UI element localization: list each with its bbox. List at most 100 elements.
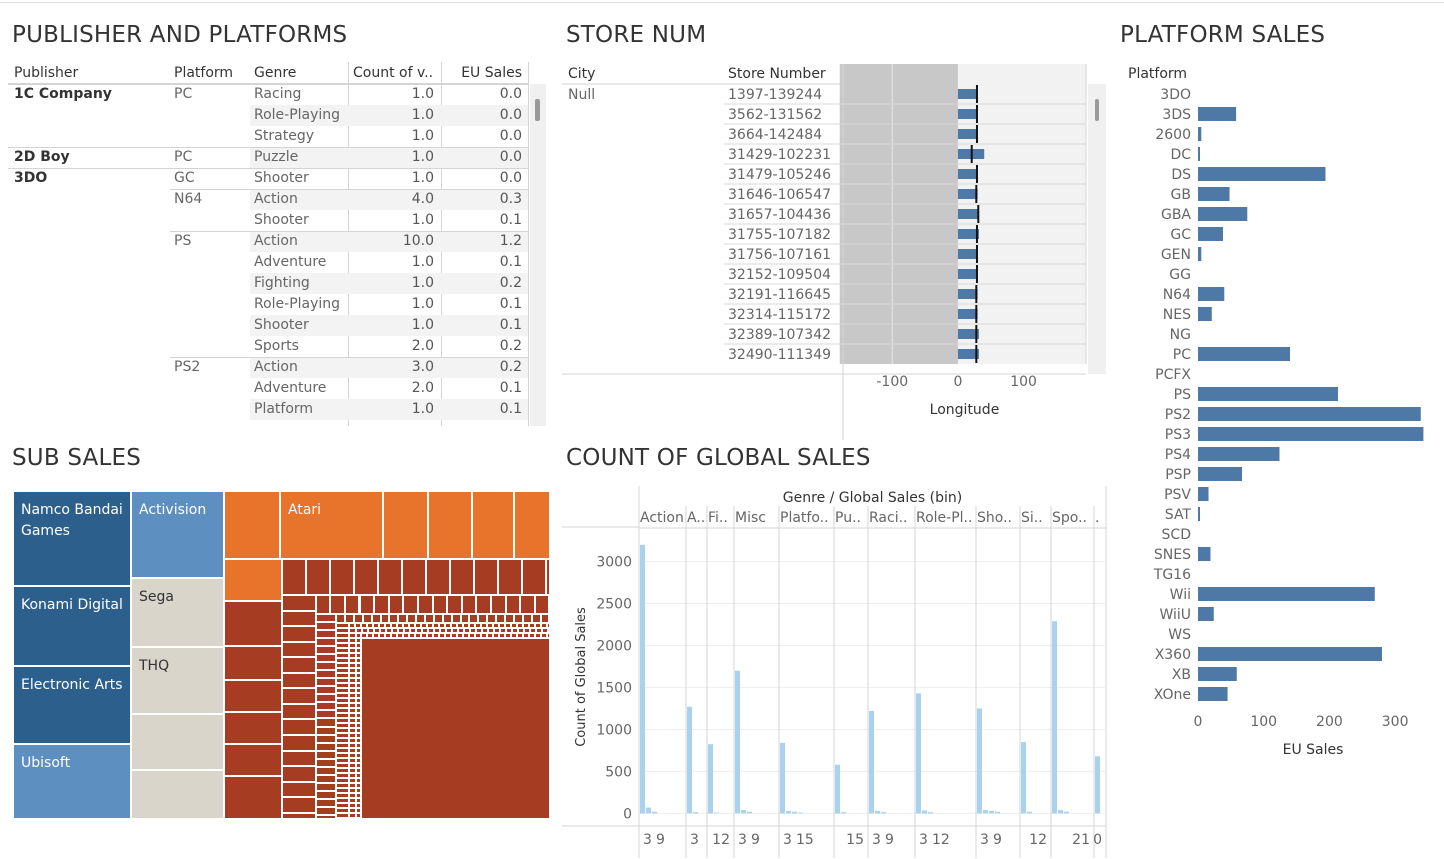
treemap-block[interactable]: [516, 623, 523, 629]
treemap-block[interactable]: [336, 673, 349, 679]
treemap-block[interactable]: [356, 718, 362, 724]
treemap-block[interactable]: [348, 798, 357, 804]
treemap-block[interactable]: [478, 613, 488, 624]
treemap-block[interactable]: [433, 633, 440, 639]
treemap-block[interactable]: [362, 613, 372, 624]
treemap-block[interactable]: [336, 748, 349, 754]
treemap-block[interactable]: [282, 657, 316, 673]
treemap-block-activision[interactable]: Activision: [131, 491, 224, 578]
treemap-block[interactable]: [492, 623, 499, 629]
platform-cell[interactable]: GC: [174, 170, 195, 186]
treemap-block[interactable]: [336, 698, 349, 704]
treemap-block[interactable]: [348, 773, 357, 779]
treemap-block[interactable]: [315, 670, 337, 679]
treemap-block[interactable]: [534, 623, 541, 629]
treemap-block[interactable]: [421, 633, 428, 639]
platform-cell[interactable]: PC: [174, 86, 193, 102]
treemap-block-konami[interactable]: Konami Digital: [13, 586, 131, 666]
treemap-block[interactable]: [315, 734, 337, 743]
treemap-block[interactable]: [524, 628, 531, 634]
treemap-block[interactable]: [315, 629, 337, 638]
treemap-block[interactable]: [315, 799, 337, 808]
platform-cell[interactable]: PC: [174, 149, 193, 165]
treemap-block-atari[interactable]: Atari: [280, 491, 383, 559]
treemap-block[interactable]: [458, 628, 465, 634]
treemap-block[interactable]: [348, 808, 357, 814]
treemap-block[interactable]: [390, 623, 397, 629]
treemap-block[interactable]: [528, 623, 535, 629]
treemap-block[interactable]: [438, 623, 445, 629]
treemap-block[interactable]: [356, 713, 362, 719]
treemap-block[interactable]: [446, 628, 453, 634]
genre-cell[interactable]: Action: [254, 233, 298, 249]
treemap-block[interactable]: [512, 628, 519, 634]
treemap-block[interactable]: [282, 688, 316, 704]
treemap-block[interactable]: [282, 595, 316, 611]
treemap-block[interactable]: [348, 643, 357, 649]
genre-cell[interactable]: Action: [254, 191, 298, 207]
treemap-block[interactable]: [356, 768, 362, 774]
treemap-block[interactable]: [336, 728, 349, 734]
treemap-block[interactable]: [371, 613, 381, 624]
treemap-block[interactable]: [348, 748, 357, 754]
genre-cell[interactable]: Racing: [254, 86, 302, 102]
treemap-block[interactable]: [348, 663, 357, 669]
treemap-block[interactable]: [356, 803, 362, 809]
genre-cell[interactable]: Shooter: [254, 317, 309, 333]
genre-cell[interactable]: Sports: [254, 338, 299, 354]
treemap-block[interactable]: [469, 633, 476, 639]
treemap-block[interactable]: [336, 713, 349, 719]
treemap-block[interactable]: [535, 633, 542, 639]
treemap-block[interactable]: [541, 633, 548, 639]
treemap-block[interactable]: [359, 595, 375, 614]
treemap-block[interactable]: [360, 623, 367, 629]
treemap-block[interactable]: [389, 613, 399, 624]
treemap-block[interactable]: [546, 559, 550, 595]
treemap-block[interactable]: [373, 633, 380, 639]
column-header[interactable]: Publisher: [14, 65, 79, 81]
treemap-block[interactable]: [391, 633, 398, 639]
treemap-block[interactable]: [348, 723, 357, 729]
treemap-block-namco[interactable]: Namco Bandai Games: [13, 491, 131, 586]
genre-cell[interactable]: Shooter: [254, 212, 309, 228]
treemap-block[interactable]: [336, 668, 349, 674]
treemap-block[interactable]: [336, 688, 349, 694]
treemap-block[interactable]: [540, 613, 550, 624]
treemap-block[interactable]: [330, 559, 354, 595]
treemap-block[interactable]: [282, 750, 316, 767]
treemap-block[interactable]: [450, 559, 474, 595]
treemap-block[interactable]: [282, 626, 316, 642]
treemap-block[interactable]: [336, 708, 349, 714]
treemap-block[interactable]: [464, 628, 471, 634]
treemap-block[interactable]: [475, 633, 482, 639]
treemap-block-ubisoft[interactable]: Ubisoft: [13, 744, 131, 819]
treemap-block[interactable]: [451, 613, 461, 624]
treemap-block[interactable]: [224, 559, 282, 601]
treemap-block[interactable]: [356, 788, 362, 794]
treemap-block[interactable]: [486, 623, 493, 629]
publisher-cell[interactable]: 3DO: [14, 170, 48, 186]
treemap-block[interactable]: [348, 658, 357, 664]
treemap-block[interactable]: [457, 633, 464, 639]
treemap-block[interactable]: [356, 723, 362, 729]
treemap-block[interactable]: [504, 623, 511, 629]
treemap-block[interactable]: [282, 641, 316, 658]
treemap-block[interactable]: [356, 773, 362, 779]
treemap-block[interactable]: [336, 783, 349, 789]
treemap-block[interactable]: [452, 628, 459, 634]
treemap-block[interactable]: [336, 788, 349, 794]
genre-cell[interactable]: Adventure: [254, 380, 327, 396]
treemap-block[interactable]: [336, 703, 349, 709]
treemap-block[interactable]: [348, 668, 357, 674]
treemap-block[interactable]: [315, 742, 337, 751]
treemap-block[interactable]: [348, 763, 357, 769]
treemap-block[interactable]: [356, 658, 362, 664]
treemap-block[interactable]: [282, 766, 316, 782]
treemap-block[interactable]: [356, 743, 362, 749]
treemap-block[interactable]: [384, 623, 391, 629]
treemap-block[interactable]: [374, 595, 389, 614]
treemap-block[interactable]: [336, 683, 349, 689]
treemap-block[interactable]: [494, 628, 501, 634]
treemap-block[interactable]: [356, 698, 362, 704]
treemap-block[interactable]: [336, 648, 349, 654]
